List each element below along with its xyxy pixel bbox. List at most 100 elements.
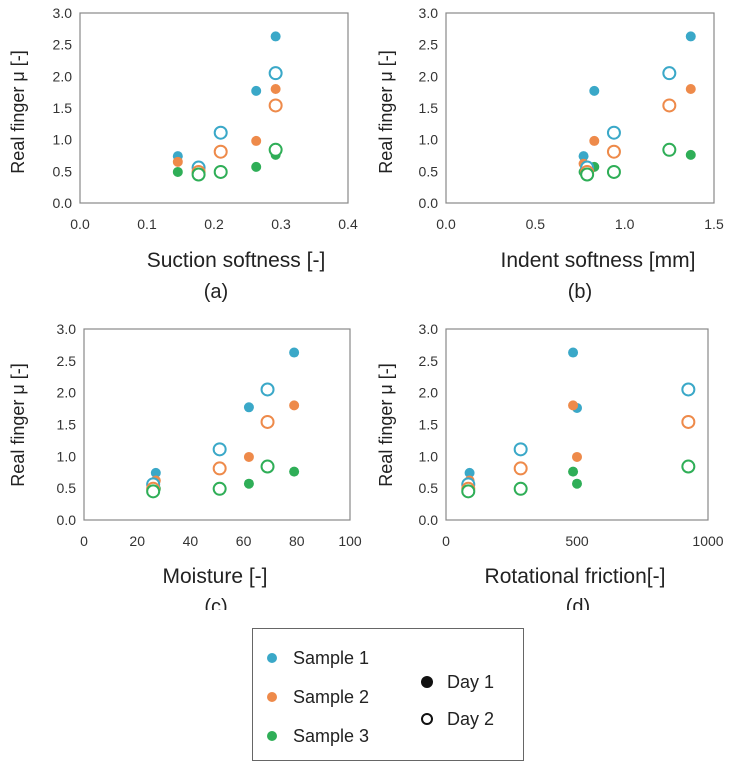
data-point-sample-3-day-2 (580, 167, 595, 182)
x-axis-label: Moisture [-] (162, 565, 267, 588)
x-axis-label: Rotational friction[-] (485, 565, 666, 588)
legend-item-sample-1: Sample 1 (267, 645, 369, 671)
plot-frame (445, 328, 709, 521)
data-points (172, 31, 283, 182)
y-tick-label: 1.0 (419, 132, 439, 148)
data-points (578, 31, 696, 182)
data-point-sample-1-day-2 (268, 66, 283, 81)
legend-item-day-2: Day 2 (421, 706, 494, 732)
data-point-sample-2-day-1 (289, 400, 300, 411)
data-point-sample-3-day-2 (606, 164, 621, 179)
x-tick-label: 0 (80, 533, 88, 549)
data-point-sample-3-day-2 (191, 167, 206, 182)
data-point-sample-1-day-2 (260, 382, 275, 397)
filled-circle-icon (421, 676, 433, 688)
data-point-sample-1-day-2 (212, 442, 227, 457)
y-tick-label: 0.5 (419, 480, 439, 496)
legend-item-day-1: Day 1 (421, 669, 494, 695)
panel-c: Real finger μ [-] 0.00.51.01.52.02.53.0 … (8, 321, 362, 610)
data-point-sample-2-day-1 (243, 451, 254, 462)
y-tick-label: 1.5 (419, 417, 439, 433)
x-tick-label: 0 (442, 533, 450, 549)
data-point-sample-1-day-1 (685, 31, 696, 42)
legend-item-sample-2: Sample 2 (267, 684, 369, 710)
data-point-sample-1-day-2 (213, 125, 228, 140)
data-point-sample-2-day-2 (260, 414, 275, 429)
x-axis-label: Suction softness [-] (147, 249, 326, 272)
data-point-sample-2-day-1 (251, 135, 262, 146)
data-point-sample-2-day-1 (685, 84, 696, 94)
data-point-sample-2-day-2 (268, 98, 283, 113)
legend-label: Sample 2 (293, 686, 370, 707)
y-tick-label: 1.5 (57, 417, 77, 433)
y-tick-label: 1.0 (53, 132, 73, 148)
y-tick-label: 1.0 (419, 448, 439, 464)
y-tick-label: 2.0 (53, 68, 73, 84)
y-axis-label: Real finger μ [-] (8, 363, 28, 486)
data-point-sample-3-day-2 (513, 481, 528, 496)
panel-a: Real finger μ [-] 0.00.51.01.52.02.53.0 … (8, 5, 358, 303)
x-tick-label: 0.3 (271, 216, 291, 232)
data-point-sample-1-day-1 (150, 467, 161, 478)
x-tick-label: 0.4 (338, 216, 358, 232)
y-tick-labels: 0.0 0.5 1.0 1.5 2.0 2.5 3.0 (419, 5, 439, 211)
plot-frame (83, 328, 351, 521)
data-point-sample-3-day-1 (572, 478, 582, 489)
legend-label: Day 1 (447, 671, 495, 692)
y-tick-label: 2.0 (419, 385, 439, 401)
x-tick-label: 0.1 (137, 216, 157, 232)
data-point-sample-2-day-2 (606, 144, 621, 159)
y-tick-label: 2.0 (419, 68, 439, 84)
y-tick-label: 3.0 (57, 321, 77, 337)
sample-2-marker (267, 692, 277, 702)
open-circle-icon (421, 713, 433, 725)
x-tick-label: 500 (565, 533, 589, 549)
data-point-sample-3-day-2 (212, 481, 227, 496)
x-tick-label: 1000 (692, 533, 723, 549)
y-tick-labels: 0.0 0.5 1.0 1.5 2.0 2.5 3.0 (53, 5, 73, 211)
x-tick-label: 80 (289, 533, 305, 549)
data-point-sample-3-day-2 (461, 484, 476, 499)
data-point-sample-3-day-1 (685, 149, 696, 160)
y-tick-label: 0.0 (419, 195, 439, 211)
data-point-sample-1-day-1 (464, 467, 475, 478)
x-tick-labels: 0 20 40 60 80 100 (80, 533, 362, 549)
data-point-sample-1-day-1 (289, 347, 300, 358)
data-point-sample-2-day-1 (270, 84, 281, 94)
data-point-sample-2-day-1 (172, 156, 183, 167)
legend-label: Sample 1 (293, 647, 370, 668)
panel-tag: (c) (204, 596, 227, 610)
data-point-sample-2-day-2 (681, 414, 696, 429)
data-point-sample-3-day-1 (243, 478, 254, 489)
y-tick-label: 3.0 (419, 5, 439, 21)
data-point-sample-1-day-1 (578, 151, 589, 162)
sample-3-marker (267, 731, 277, 741)
y-axis-label: Real finger μ [-] (376, 50, 396, 173)
x-tick-label: 100 (338, 533, 362, 549)
data-point-sample-1-day-1 (589, 85, 600, 96)
data-point-sample-3-day-2 (662, 142, 677, 157)
panel-tag: (d) (566, 596, 590, 610)
data-points (146, 347, 300, 499)
y-tick-label: 3.0 (419, 321, 439, 337)
legend-box: Sample 1 Sample 2 Sample 3 Day 1 Day 2 (252, 628, 524, 761)
legend-label: Day 2 (447, 708, 495, 729)
panel-b: Real finger μ [-] 0.00.51.01.52.02.53.0 … (376, 5, 724, 303)
data-point-sample-1-day-1 (568, 347, 579, 358)
data-point-sample-2-day-1 (568, 400, 579, 411)
x-tick-label: 20 (129, 533, 145, 549)
data-point-sample-1-day-1 (243, 402, 254, 413)
y-tick-label: 2.5 (53, 37, 73, 53)
sample-1-marker (267, 653, 277, 663)
y-axis-label: Real finger μ [-] (8, 50, 28, 173)
data-point-sample-2-day-2 (213, 144, 228, 159)
y-tick-label: 0.0 (419, 512, 439, 528)
data-point-sample-1-day-2 (681, 382, 696, 397)
y-tick-label: 2.5 (419, 353, 439, 369)
data-point-sample-3-day-1 (251, 161, 262, 172)
legend-label: Sample 3 (293, 725, 370, 746)
plot-frame (445, 12, 715, 204)
y-tick-label: 0.0 (53, 195, 73, 211)
x-tick-label: 0.0 (70, 216, 90, 232)
x-tick-label: 1.0 (615, 216, 635, 232)
